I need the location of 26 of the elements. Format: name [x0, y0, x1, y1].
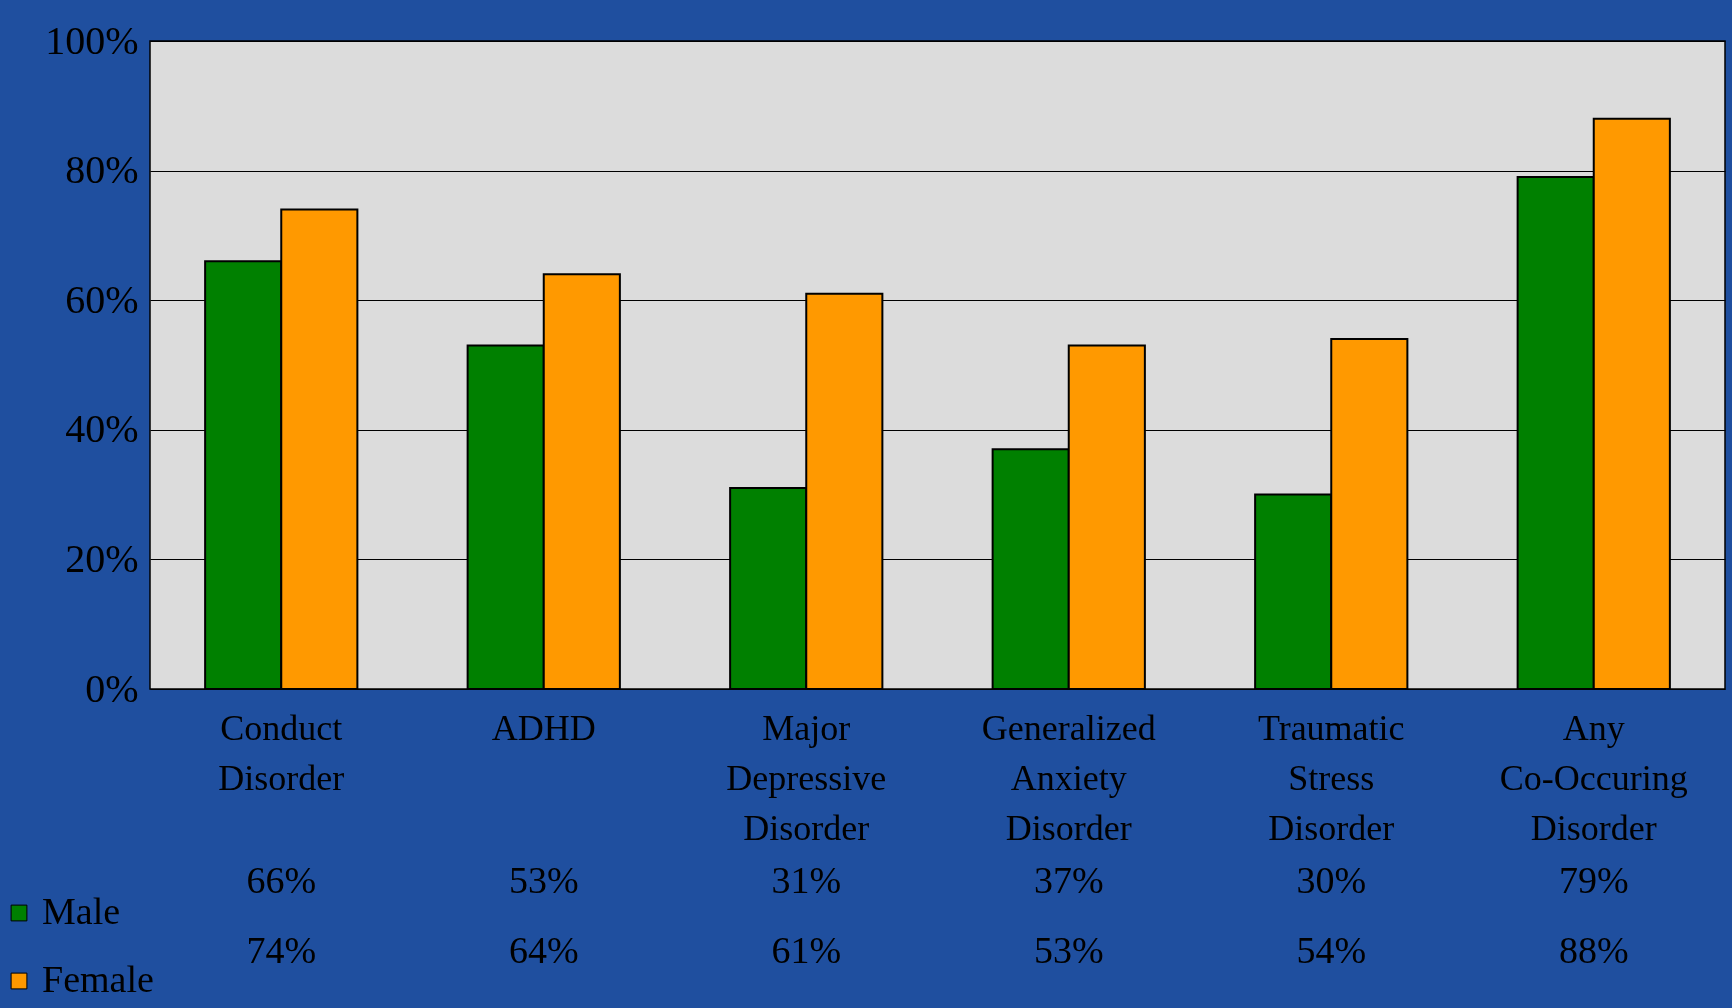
data-label: 54%	[1296, 929, 1367, 971]
x-tick-label: Generalized Anxiety Disorder	[981, 707, 1156, 848]
y-tick-label: 0%	[85, 665, 139, 711]
y-tick-label: 40%	[65, 406, 139, 452]
x-tick-label: Traumatic Stress Disorder	[1257, 707, 1405, 848]
y-tick-label: 20%	[65, 535, 139, 581]
x-tick-label: Major Depressive Disorder	[726, 707, 887, 848]
x-tick-label: Any Co-Occuring Disorder	[1499, 707, 1688, 848]
data-label: 37%	[1033, 859, 1104, 901]
data-label: 31%	[771, 859, 842, 901]
data-label: 64%	[508, 929, 579, 971]
x-tick-label: ADHD	[491, 707, 596, 748]
y-tick-label: 80%	[65, 147, 139, 193]
data-label: 74%	[246, 929, 317, 971]
data-label: 79%	[1558, 859, 1629, 901]
data-label: 53%	[508, 859, 579, 901]
data-label: 30%	[1296, 859, 1367, 901]
y-tick-label: 60%	[65, 276, 139, 322]
data-label: 66%	[246, 859, 317, 901]
data-label: 53%	[1033, 929, 1104, 971]
y-tick-label: 100%	[45, 17, 139, 63]
data-label: 61%	[771, 929, 842, 971]
x-tick-label: Conduct Disorder	[218, 707, 345, 798]
legend-label: Female	[42, 958, 154, 1000]
data-label: 88%	[1558, 929, 1629, 971]
legend-label: Male	[42, 890, 121, 932]
